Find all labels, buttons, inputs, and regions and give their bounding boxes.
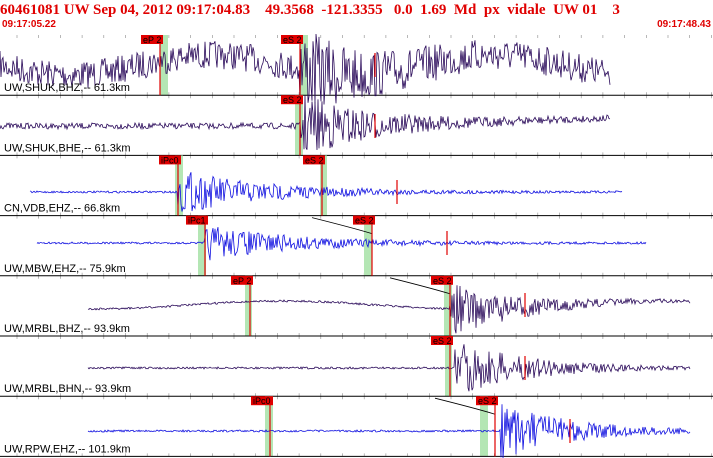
travel-time-curve (389, 277, 451, 295)
pick-label[interactable]: eS 2 (305, 155, 324, 165)
pick-label[interactable]: eS 2 (433, 336, 452, 346)
channel-label: UW,RPW,EHZ,-- 101.9km (4, 443, 131, 455)
channel-panel[interactable]: eS 2 UW,SHUK,BHE,-- 61.3km (0, 95, 713, 156)
channel-panel[interactable]: iPc1 eS 2 UW,MBW,EHZ,-- 75.9km (0, 215, 713, 277)
pick-label-box (281, 35, 303, 44)
waveform-trace (87, 404, 691, 458)
waveform-trace (29, 172, 623, 212)
pick-label[interactable]: eP 2 (143, 35, 161, 45)
channel-panel[interactable]: eP 2 eS 2 UW,MRBL,BHZ,-- 93.9km (0, 275, 713, 337)
channel-label: UW,MBW,EHZ,-- 75.9km (4, 263, 126, 275)
pick-label[interactable]: eS 2 (478, 396, 497, 406)
pick-window (445, 336, 452, 397)
pick-label-box (231, 275, 253, 285)
waveform-trace (87, 285, 691, 334)
channel-label: UW,MRBL,BHN,-- 93.9km (4, 383, 131, 395)
waveform-trace (36, 227, 647, 261)
pick-label[interactable]: eP 2 (233, 276, 251, 286)
channel-panel[interactable]: iPc0 eS 2 UW,RPW,EHZ,-- 101.9km (0, 396, 713, 458)
channel-panel[interactable]: eS 2 UW,MRBL,BHN,-- 93.9km (0, 336, 713, 397)
pick-label[interactable]: eS 2 (283, 95, 302, 105)
start-time: 09:17:05.22 (2, 19, 56, 30)
travel-time-curve (311, 217, 373, 234)
pick-label[interactable]: eS 2 (355, 216, 374, 226)
pick-label-box (141, 35, 163, 44)
pick-label[interactable]: iPc0 (161, 155, 179, 165)
pick-label[interactable]: eS 2 (283, 35, 302, 45)
pick-label-box (159, 155, 181, 165)
pick-window (480, 396, 488, 457)
channel-label: UW,MRBL,BHZ,-- 93.9km (4, 323, 130, 335)
channel-label: UW,SHUK,BHE,-- 61.3km (4, 142, 131, 154)
pick-label-box (281, 95, 303, 105)
channel-label: CN,VDB,EHZ,-- 66.8km (4, 203, 120, 215)
pick-window (444, 275, 452, 336)
pick-label-box (431, 336, 453, 345)
pick-label-box (303, 155, 325, 165)
pick-label[interactable]: iPc1 (188, 216, 206, 226)
waveform-trace (87, 344, 691, 392)
pick-label[interactable]: iPc0 (253, 396, 271, 406)
pick-window (265, 396, 273, 457)
channel-panel[interactable]: eP 2 eS 2 UW,SHUK,BHZ,-- 61.3km (0, 33, 713, 105)
pick-label-box (186, 215, 208, 225)
travel-time-curve (434, 397, 496, 415)
pick-label-box (431, 275, 453, 285)
pick-window (295, 95, 303, 156)
pick-window (175, 155, 183, 216)
pick-window (300, 35, 308, 96)
pick-label[interactable]: eS 2 (433, 276, 452, 286)
pick-label-box (476, 396, 498, 406)
pick-window (198, 215, 206, 276)
pick-label-box (353, 215, 375, 225)
event-header: 60461081 UW Sep 04, 2012 09:17:04.83 49.… (0, 2, 620, 18)
pick-window (320, 155, 327, 216)
end-time: 09:17:48.43 (657, 19, 711, 30)
pick-window (245, 275, 252, 336)
channel-label: UW,SHUK,BHZ,-- 61.3km (4, 82, 130, 94)
waveform-trace (0, 33, 611, 105)
pick-window (160, 35, 168, 96)
channel-panel[interactable]: iPc0 eS 2 CN,VDB,EHZ,-- 66.8km (0, 155, 713, 217)
waveform-trace (0, 95, 611, 151)
pick-label-box (251, 396, 273, 406)
